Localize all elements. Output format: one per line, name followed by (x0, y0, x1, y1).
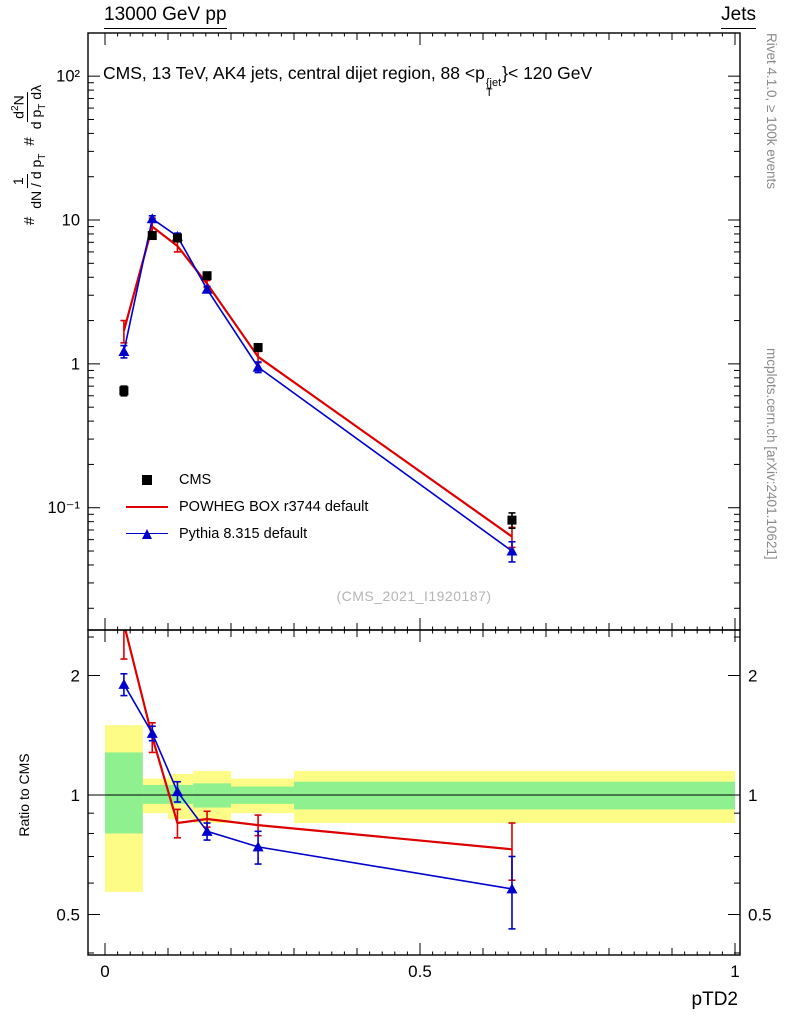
green-band-segment (105, 752, 143, 834)
pt-jet-superscript: {jet (485, 77, 502, 89)
pythia-ratio-point (171, 786, 183, 797)
pythia-ratio-point (201, 825, 213, 836)
ylabel-frac1-den-sub: T (36, 153, 48, 160)
legend-marker-cell (124, 524, 170, 544)
legend: CMS POWHEG BOX r3744 default Pythia 8.31… (124, 466, 368, 547)
legend-item-powheg: POWHEG BOX r3744 default (124, 493, 368, 520)
cms-data-point (253, 342, 263, 352)
pythia-data-point (252, 361, 264, 372)
rivet-version-label: Rivet 4.1.0, ≥ 100k events (764, 33, 779, 189)
axis-ticks (88, 33, 740, 955)
legend-item-pythia: Pythia 8.315 default (124, 520, 368, 547)
ratio-uncertainty-bands (88, 725, 740, 892)
ratio-y-tick-label-right: 1 (748, 786, 757, 805)
ylabel-hash-2: # (21, 137, 39, 146)
x-tick-label: 0 (100, 962, 109, 981)
ylabel-frac2-num-text: d (10, 111, 27, 119)
ratio-y-tick-label-right: 0.5 (748, 906, 772, 925)
pythia-data-point (201, 283, 213, 294)
pythia-data-point (146, 213, 158, 224)
ylabel-fraction-1: 1 dN / d pT (10, 154, 49, 209)
ratio-y-tick-label: 2 (71, 667, 80, 686)
ratio-panel-data (118, 630, 518, 930)
cms-data-point (202, 271, 212, 281)
mcplots-arxiv-label: mcplots.cern.ch [arXiv:2401.10621] (764, 348, 779, 560)
ylabel-frac1-den-text: dN / d p (28, 159, 45, 209)
analysis-id-watermark: (CMS_2021_I1920187) (336, 588, 492, 604)
ratio-y-tick-label-right: 2 (748, 667, 757, 686)
main-y-tick-label: 10² (56, 68, 80, 86)
plot-title: CMS, 13 TeV, AK4 jets, central dijet reg… (103, 63, 592, 99)
pythia-ratio-point (506, 883, 518, 894)
x-axis-title: pTD2 (691, 989, 738, 1010)
pt-subscript: T (485, 87, 493, 100)
legend-label-powheg: POWHEG BOX r3744 default (179, 498, 369, 515)
ylabel-frac2-num-sup: 2 (10, 105, 21, 112)
ylabel-frac2-num-text2: N (10, 95, 27, 106)
cms-data-point (172, 233, 182, 243)
pythia-data-point (506, 545, 518, 556)
ylabel-frac2-den-sub: T (37, 103, 49, 110)
cms-marker-icon (142, 474, 152, 485)
ylabel-frac1-numerator: 1 (10, 174, 29, 189)
legend-label-pythia: Pythia 8.315 default (179, 525, 308, 542)
ratio-y-axis-label: Ratio to CMS (16, 753, 32, 837)
beam-energy-label: 13000 GeV pp (104, 4, 227, 29)
pythia-data-point (118, 345, 130, 356)
main-y-axis-label: # 1 dN / d pT # d2N d pT dλ (10, 85, 49, 225)
legend-marker-cell (124, 470, 170, 490)
cms-data-point (147, 231, 157, 241)
main-y-tick-label: 10 (62, 212, 80, 230)
green-band-segment (294, 781, 735, 810)
cms-data-point (507, 515, 517, 525)
ylabel-hash-1: # (21, 216, 39, 226)
x-tick-label: 0.5 (408, 962, 432, 981)
legend-item-cms: CMS (124, 466, 368, 493)
plot-title-text: CMS, 13 TeV, AK4 jets, central dijet reg… (103, 63, 485, 83)
ratio-y-tick-label: 0.5 (56, 906, 80, 925)
ylabel-frac2-den-text2: dλ (28, 84, 45, 104)
ylabel-frac1-denominator: dN / d pT (28, 154, 49, 209)
ratio-panel-frame (87, 629, 741, 956)
cms-data-point (119, 386, 129, 396)
powheg-line-icon (126, 505, 168, 508)
ratio-y-tick-label: 1 (71, 786, 80, 805)
ylabel-fraction-2: d2N d pT dλ (10, 85, 49, 129)
analysis-category-label: Jets (721, 4, 756, 29)
main-y-tick-label: 1 (71, 355, 80, 373)
ylabel-frac2-denominator: d pT dλ (28, 85, 49, 129)
main-panel-data (118, 213, 518, 563)
green-band-segment (142, 784, 168, 804)
pythia-triangle-icon (142, 528, 152, 539)
plot-title-text-end: }< 120 GeV (502, 63, 593, 83)
pythia-ratio-point (252, 841, 264, 852)
pythia-ratio-point (118, 678, 130, 689)
legend-marker-cell (124, 497, 170, 517)
pythia-ratio-point (146, 727, 158, 738)
pt-jet-supsub: {jet T (485, 77, 502, 100)
x-tick-label: 1 (730, 962, 739, 981)
main-y-tick-label: 10⁻¹ (47, 499, 80, 517)
ylabel-frac2-den-text: d p (28, 109, 45, 130)
legend-label-cms: CMS (179, 471, 212, 488)
ylabel-frac2-numerator: d2N (10, 92, 29, 122)
